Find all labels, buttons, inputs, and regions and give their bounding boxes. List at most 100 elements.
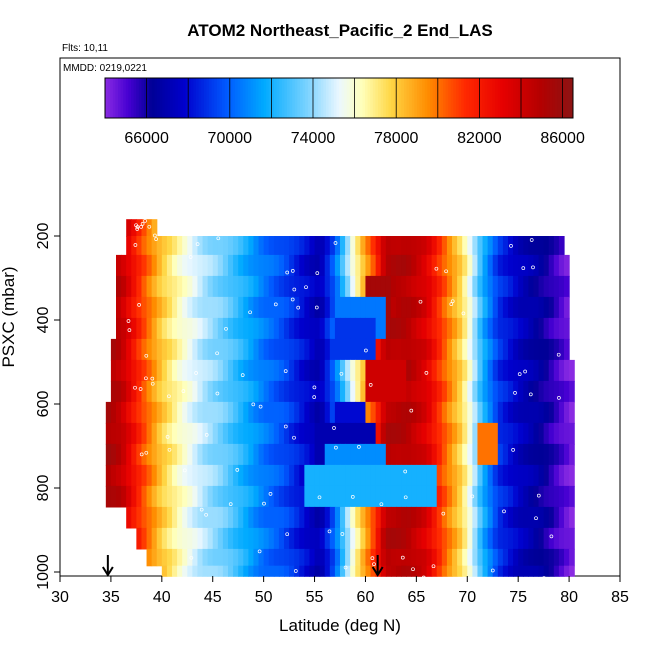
heatmap-cell xyxy=(126,422,132,445)
heatmap-cell xyxy=(462,422,468,445)
heatmap-cell xyxy=(207,464,214,487)
heatmap-cell xyxy=(431,485,438,508)
heatmap-cell xyxy=(406,338,412,361)
heatmap-cell xyxy=(329,443,336,466)
heatmap-cell xyxy=(172,338,178,361)
heatmap-cell xyxy=(523,565,529,577)
heatmap-cell xyxy=(508,236,514,256)
heatmap-cell xyxy=(365,485,372,508)
heatmap-cell xyxy=(151,296,158,319)
heatmap-cell xyxy=(197,338,204,361)
heatmap-cell xyxy=(329,254,336,277)
heatmap-cell xyxy=(329,548,336,567)
colorbar-swatch xyxy=(297,78,301,118)
heatmap-cell xyxy=(533,236,540,256)
colorbar-swatch xyxy=(331,78,335,118)
observation-point xyxy=(147,224,152,229)
heatmap-cell xyxy=(340,296,346,319)
heatmap-cell xyxy=(482,359,489,382)
heatmap-cell xyxy=(457,401,463,424)
heatmap-cell xyxy=(345,275,351,298)
heatmap-cell xyxy=(421,506,428,529)
heatmap-cell xyxy=(105,443,112,466)
heatmap-cell xyxy=(263,359,270,382)
heatmap-cell xyxy=(441,236,448,256)
heatmap-cell xyxy=(401,485,407,508)
heatmap-cell xyxy=(533,422,540,445)
observation-point xyxy=(144,450,149,455)
heatmap-cell xyxy=(487,464,494,487)
heatmap-cell xyxy=(197,422,204,445)
heatmap-cell xyxy=(538,527,545,550)
heatmap-cell xyxy=(197,275,204,298)
heatmap-cell xyxy=(329,506,336,529)
colorbar-swatch xyxy=(206,78,210,118)
heatmap-cell xyxy=(136,401,143,424)
heatmap-cell xyxy=(146,338,153,361)
heatmap-cell xyxy=(564,296,570,319)
heatmap-cell xyxy=(436,275,443,298)
colorbar-swatch xyxy=(271,78,275,118)
heatmap-cell xyxy=(538,275,545,298)
heatmap-cell xyxy=(309,236,316,256)
heatmap-cell xyxy=(385,236,392,256)
heatmap-cell xyxy=(253,548,260,567)
heatmap-cell xyxy=(446,254,453,277)
y-tick-label: 600 xyxy=(35,391,52,418)
x-tick-label: 45 xyxy=(204,589,222,606)
heatmap-cell xyxy=(172,401,178,424)
heatmap-cell xyxy=(110,485,117,508)
heatmap-cell xyxy=(161,527,168,550)
heatmap-cell xyxy=(472,359,479,382)
heatmap-cell xyxy=(289,236,295,256)
heatmap-cell xyxy=(360,236,367,256)
heatmap-cell xyxy=(238,422,244,445)
heatmap-cell xyxy=(131,443,137,466)
observation-point xyxy=(441,511,446,516)
heatmap-cell xyxy=(177,443,183,466)
heatmap-cell xyxy=(304,380,311,403)
heatmap-cell xyxy=(116,401,122,424)
heatmap-cell xyxy=(319,338,326,361)
heatmap-cell xyxy=(518,443,524,466)
heatmap-cell xyxy=(248,527,255,550)
heatmap-cell xyxy=(436,422,443,445)
observation-point xyxy=(332,426,336,430)
heatmap-cell xyxy=(146,485,153,508)
heatmap-cell xyxy=(304,548,311,567)
heatmap-cell xyxy=(121,401,127,424)
heatmap-cell xyxy=(426,275,433,298)
x-tick-label: 30 xyxy=(51,589,69,606)
heatmap-cell xyxy=(502,275,509,298)
heatmap-cell xyxy=(513,506,519,529)
colorbar-tick-labels: 66000 70000 74000 78000 82000 86000 xyxy=(124,130,585,147)
colorbar-swatch xyxy=(424,78,428,118)
heatmap-cell xyxy=(457,317,463,340)
observation-point xyxy=(139,452,144,457)
heatmap-cell xyxy=(202,275,209,298)
x-tick-label: 75 xyxy=(509,589,527,606)
heatmap-cell xyxy=(355,443,361,466)
heatmap-cell xyxy=(380,317,387,340)
heatmap-cell xyxy=(197,380,204,403)
x-tick-label: 70 xyxy=(458,589,476,606)
heatmap-cell xyxy=(370,422,377,445)
heatmap-cell xyxy=(233,464,239,487)
heatmap-cell xyxy=(487,338,494,361)
colorbar-swatch xyxy=(138,78,142,118)
heatmap-cell xyxy=(472,254,479,277)
heatmap-cell xyxy=(253,296,260,319)
heatmap-cell xyxy=(416,506,423,529)
heatmap-cell xyxy=(324,296,331,319)
heatmap-cell xyxy=(558,275,565,298)
heatmap-cell xyxy=(508,338,514,361)
heatmap-cell xyxy=(161,548,168,567)
heatmap-cell xyxy=(396,422,402,445)
heatmap-cell xyxy=(497,485,504,508)
heatmap-cell xyxy=(508,506,514,529)
heatmap-cell xyxy=(564,275,570,298)
heatmap-cell xyxy=(518,296,524,319)
heatmap-cell xyxy=(533,296,540,319)
heatmap-cell xyxy=(452,380,458,403)
heatmap-cell xyxy=(161,464,168,487)
